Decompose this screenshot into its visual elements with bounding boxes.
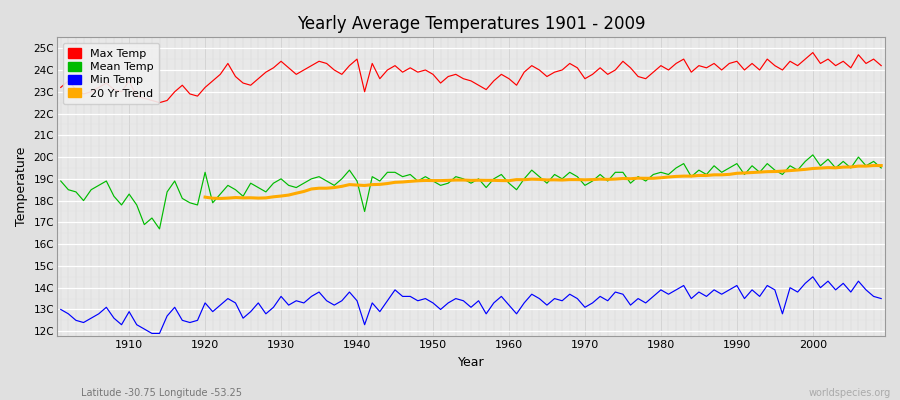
Legend: Max Temp, Mean Temp, Min Temp, 20 Yr Trend: Max Temp, Mean Temp, Min Temp, 20 Yr Tre… <box>62 43 159 104</box>
Y-axis label: Temperature: Temperature <box>15 147 28 226</box>
Text: worldspecies.org: worldspecies.org <box>809 388 891 398</box>
Text: Latitude -30.75 Longitude -53.25: Latitude -30.75 Longitude -53.25 <box>81 388 242 398</box>
X-axis label: Year: Year <box>458 356 484 369</box>
Title: Yearly Average Temperatures 1901 - 2009: Yearly Average Temperatures 1901 - 2009 <box>297 15 645 33</box>
